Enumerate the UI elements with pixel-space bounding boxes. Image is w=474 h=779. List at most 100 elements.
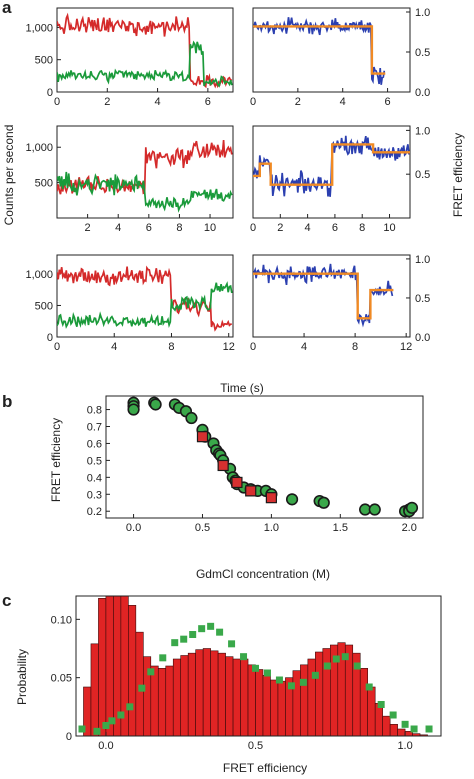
fret-step-fit <box>253 272 394 320</box>
overlay-point <box>410 725 418 733</box>
histogram-bar <box>157 668 167 736</box>
overlay-point <box>263 669 271 677</box>
y-tick-label: 0.5 <box>87 455 102 467</box>
x-tick-label: 0.5 <box>195 522 210 534</box>
data-point-green <box>127 403 140 416</box>
x-tick-label: 0 <box>250 222 256 234</box>
x-tick-label: 12 <box>223 341 235 353</box>
data-point-red <box>196 431 209 443</box>
histogram-bar <box>202 648 211 736</box>
histogram-bar <box>210 650 219 736</box>
plot-frame <box>105 395 424 519</box>
histogram-bar <box>90 643 99 736</box>
x-tick-label: 6 <box>385 96 391 108</box>
overlay-point <box>323 662 331 670</box>
chart-a2-fret: 0 2 4 6 8 10 0.5 1.0 <box>250 125 430 234</box>
histogram-bar <box>315 651 324 736</box>
x-tick-label: 0 <box>250 341 256 353</box>
trace-fret_trace <box>253 17 386 85</box>
chart-b-scatter: 0.0 0.5 1.0 1.5 2.0 0.2 0.3 0.4 0.5 0.6 0.7 0.8 <box>87 395 424 534</box>
y-tick-label: 1.0 <box>415 7 430 19</box>
x-tick-label: 8 <box>168 341 174 353</box>
plot-frame <box>252 254 411 338</box>
data-point-red <box>245 485 257 497</box>
y-tick-label: 1,000 <box>25 142 53 154</box>
y-tick-label: 500 <box>35 55 53 67</box>
overlay-point <box>401 720 409 728</box>
overlay-point <box>147 668 155 676</box>
b-xlabel: GdmCl concentration (M) <box>196 567 330 581</box>
y-tick-label: 0.7 <box>87 422 102 434</box>
trace-donor <box>57 171 233 213</box>
x-tick-label: 8 <box>359 222 365 234</box>
y-tick-label: 1,000 <box>25 269 53 281</box>
histogram-bar <box>105 596 114 736</box>
histogram-bar <box>240 658 249 736</box>
histogram-bar <box>195 649 204 736</box>
y-tick-label: 1.0 <box>415 125 430 137</box>
x-tick-label: 6 <box>332 222 338 234</box>
histogram-bar <box>98 598 107 736</box>
y-tick-label: 0.5 <box>415 293 430 305</box>
overlay-point <box>389 711 397 719</box>
x-tick-label: 0.0 <box>126 522 141 534</box>
a-ylabel-counts: Counts per second <box>2 125 16 226</box>
x-tick-label: 2 <box>85 222 91 234</box>
trace-fret_trace <box>253 135 410 197</box>
x-tick-label: 2 <box>277 222 283 234</box>
histogram-bar <box>187 652 196 736</box>
histogram-bar <box>367 686 376 736</box>
y-tick-label: 0.0 <box>415 87 430 99</box>
histogram-bar <box>217 652 226 736</box>
x-tick-label: 6 <box>146 222 152 234</box>
plot-frame <box>56 125 234 219</box>
panel-letter-a: a <box>2 0 12 17</box>
y-tick-label: 1.0 <box>415 254 430 266</box>
overlay-point <box>341 653 349 661</box>
x-tick-label: 4 <box>155 96 161 108</box>
panel-letter-c: c <box>2 591 11 610</box>
chart-a1-fret: 0 2 4 6 0.0 0.5 1.0 <box>250 7 430 108</box>
overlay-point <box>102 722 110 729</box>
histogram-bar <box>359 668 369 736</box>
a-ylabel-fret: FRET efficiency <box>451 133 465 217</box>
histogram-bar <box>382 715 391 736</box>
overlay-point <box>171 639 179 647</box>
overlay-point <box>159 654 167 662</box>
overlay-point <box>332 655 340 663</box>
x-tick-label: 0 <box>54 341 60 353</box>
y-tick-label: 0.6 <box>87 438 102 450</box>
chart-a3-counts: 0 4 8 12 0 500 1,000 <box>25 254 235 353</box>
y-tick-label: 0 <box>66 731 72 743</box>
plot-frame <box>75 595 442 737</box>
y-tick-label: 0 <box>47 87 53 99</box>
histogram-bar <box>397 728 406 736</box>
data-point-green <box>285 493 299 506</box>
x-tick-label: 2 <box>104 96 110 108</box>
overlay-point <box>311 671 319 679</box>
histogram-bar <box>247 664 256 736</box>
overlay-point <box>198 625 206 633</box>
trace-fret_trace <box>253 263 394 328</box>
histogram-bar <box>307 658 316 736</box>
x-tick-label: 4 <box>340 96 346 108</box>
y-tick-label: 0.10 <box>51 614 72 626</box>
x-tick-label: 8 <box>352 341 358 353</box>
y-tick-label: 0.5 <box>415 47 430 59</box>
trace-donor <box>57 281 233 329</box>
overlay-point <box>365 683 373 691</box>
x-tick-label: 8 <box>176 222 182 234</box>
histogram-bar <box>262 675 271 736</box>
data-point-red <box>231 476 243 489</box>
y-tick-label: 0.05 <box>51 673 72 685</box>
x-tick-label: 10 <box>383 222 395 234</box>
y-tick-label: 500 <box>35 178 53 190</box>
overlay-point <box>138 684 146 692</box>
overlay-point <box>275 676 283 684</box>
chart-a1-counts: 0 2 4 6 0 500 1,000 <box>25 7 234 108</box>
x-tick-label: 4 <box>115 222 121 234</box>
x-tick-label: 1.0 <box>397 740 412 752</box>
x-tick-label: 4 <box>305 222 311 234</box>
trace-acceptor <box>57 12 233 89</box>
